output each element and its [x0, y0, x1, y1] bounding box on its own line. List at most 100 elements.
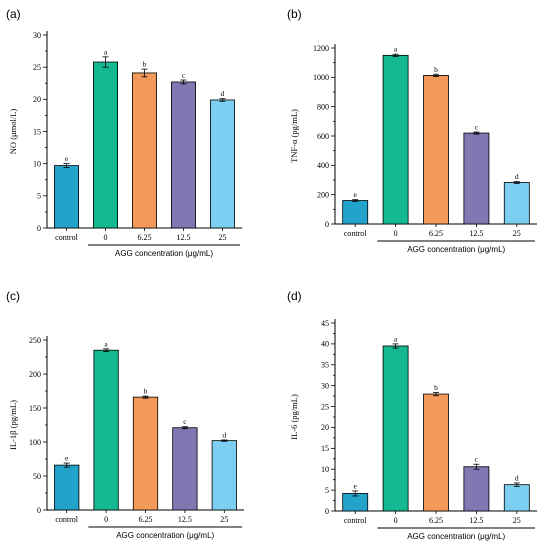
bar-6.25 [132, 72, 157, 229]
y-tick-label: 15 [33, 127, 41, 136]
panel-2: (b) 0 200 400 600 800 1000 1200 TNF-α (pg/mL) e co… [287, 7, 537, 254]
y-tick-label: 30 [33, 31, 41, 40]
significance-letter: b [144, 387, 148, 396]
x-axis-label: AGG concentration (μg/mL) [407, 532, 505, 541]
x-tick-label: control [55, 233, 78, 242]
significance-letter: b [434, 383, 438, 392]
y-tick-label: 600 [317, 132, 329, 141]
y-axis-label: IL-1β (pg/mL) [8, 400, 18, 450]
y-tick-label: 200 [29, 370, 41, 379]
y-tick-label: 1200 [313, 44, 329, 53]
y-tick-label: 40 [321, 340, 329, 349]
x-tick-label: 0 [104, 515, 108, 524]
y-tick-label: 50 [33, 472, 41, 481]
y-tick-label: 800 [317, 102, 329, 111]
x-tick-label: 12.5 [178, 515, 192, 524]
bar-25 [503, 484, 530, 512]
x-tick-label: 6.25 [429, 516, 443, 525]
y-tick-label: 45 [321, 319, 329, 328]
y-tick-label: 10 [33, 159, 41, 168]
significance-letter: a [104, 339, 108, 348]
significance-letter: b [434, 65, 438, 74]
panel-1: (a) 0 5 10 15 20 25 30 NO (μmol/L) e control a 0 b 6.2… [6, 7, 242, 258]
bar-12.5 [463, 466, 490, 512]
significance-letter: e [65, 454, 69, 463]
significance-letter: a [394, 45, 398, 54]
significance-letter: d [222, 430, 226, 439]
y-tick-label: 20 [321, 423, 329, 432]
x-axis-label: AGG concentration (μg/mL) [407, 245, 505, 254]
x-tick-label: control [344, 229, 367, 238]
bar-6.25 [423, 75, 449, 225]
panel-label: (a) [6, 7, 21, 21]
significance-letter: e [354, 190, 358, 199]
significance-letter: c [182, 71, 186, 80]
y-tick-label: 10 [321, 465, 329, 474]
panel-label: (b) [287, 7, 302, 21]
y-tick-label: 25 [33, 63, 41, 72]
bar-0 [93, 61, 118, 229]
bar-25 [211, 440, 237, 511]
x-tick-label: 12.5 [469, 229, 483, 238]
bar-control [54, 165, 79, 229]
significance-letter: a [394, 334, 398, 343]
significance-letter: c [475, 455, 479, 464]
x-tick-label: 25 [513, 229, 521, 238]
panel-label: (c) [6, 289, 20, 303]
y-tick-label: 0 [325, 220, 329, 229]
significance-letter: c [183, 417, 187, 426]
significance-letter: e [354, 481, 358, 490]
bar-12.5 [172, 427, 198, 511]
x-tick-label: 0 [394, 229, 398, 238]
significance-letter: a [104, 47, 108, 56]
bar-12.5 [171, 81, 196, 229]
y-axis-label: IL-6 (pg/mL) [289, 394, 299, 440]
x-tick-label: 6.25 [139, 515, 153, 524]
x-tick-label: 25 [219, 233, 227, 242]
y-tick-label: 400 [317, 161, 329, 170]
y-tick-label: 150 [29, 404, 41, 413]
y-tick-label: 5 [325, 486, 329, 495]
bar-6.25 [132, 396, 159, 511]
y-tick-label: 30 [321, 381, 329, 390]
x-tick-label: 25 [513, 516, 521, 525]
y-tick-label: 15 [321, 444, 329, 453]
significance-letter: b [143, 60, 147, 69]
x-tick-label: 6.25 [429, 229, 443, 238]
y-tick-label: 0 [37, 506, 41, 515]
significance-letter: d [515, 474, 519, 483]
x-tick-label: 0 [104, 233, 108, 242]
y-tick-label: 0 [325, 507, 329, 516]
panel-4: (d) 0 5 10 15 20 25 30 35 40 45 IL-6 (pg/mL) e contro… [287, 289, 537, 541]
y-axis-label: TNF-α (pg/mL) [289, 109, 299, 163]
x-axis-label: AGG concentration (μg/mL) [116, 531, 214, 540]
x-tick-label: control [55, 515, 78, 524]
significance-letter: c [475, 123, 479, 132]
x-tick-label: 12.5 [177, 233, 191, 242]
x-tick-label: 25 [220, 515, 228, 524]
x-tick-label: 6.25 [138, 233, 152, 242]
significance-letter: d [221, 89, 225, 98]
y-tick-label: 20 [33, 95, 41, 104]
x-tick-label: 0 [394, 516, 398, 525]
bar-control [342, 200, 369, 225]
bar-25 [503, 182, 530, 225]
y-tick-label: 0 [37, 224, 41, 233]
bar-control [54, 464, 80, 511]
y-tick-label: 25 [321, 402, 329, 411]
bar-0 [93, 349, 119, 511]
bar-0 [382, 345, 409, 512]
bar-25 [210, 99, 235, 229]
bar-12.5 [463, 132, 490, 225]
y-tick-label: 5 [37, 192, 41, 201]
significance-letter: e [65, 154, 69, 163]
x-tick-label: control [344, 516, 367, 525]
y-tick-label: 1000 [313, 73, 329, 82]
x-axis-label: AGG concentration (μg/mL) [115, 249, 213, 258]
bar-0 [382, 54, 409, 225]
y-tick-label: 200 [317, 190, 329, 199]
x-tick-label: 12.5 [469, 516, 483, 525]
bar-6.25 [423, 393, 449, 512]
